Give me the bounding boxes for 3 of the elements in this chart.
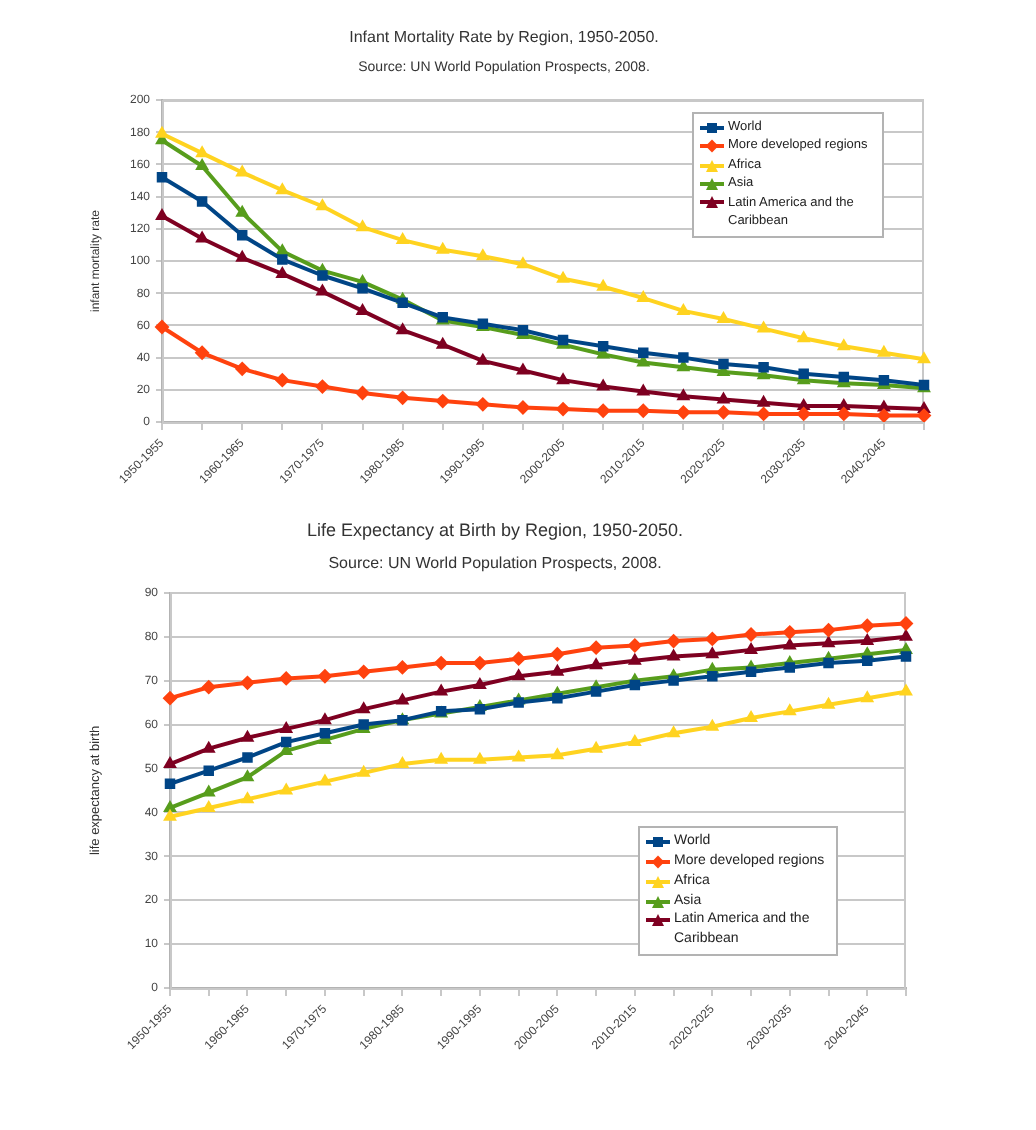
chart-title: Life Expectancy at Birth by Region, 1950-2050. (306, 519, 684, 540)
chart-title: Infant Mortality Rate by Region, 1950-2050. (349, 28, 659, 47)
chart-subtitle: Source: UN World Population Prospects, 2008. (328, 553, 662, 572)
